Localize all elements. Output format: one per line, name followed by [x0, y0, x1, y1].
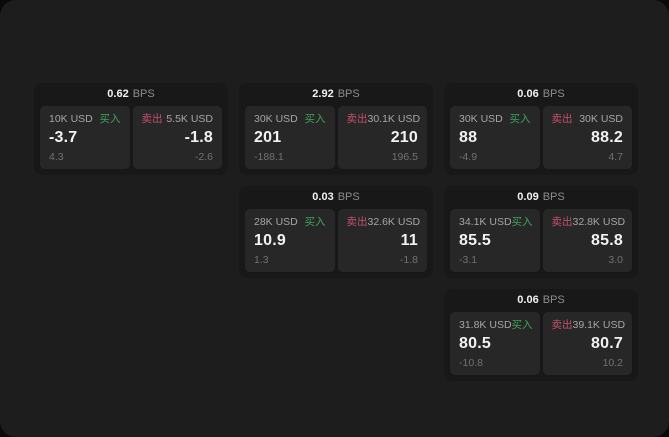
buy-side-label: 买入 [304, 113, 326, 125]
buy-amount: 10K USD [49, 113, 93, 125]
buy-panel[interactable]: 28K USD 买入 10.9 1.3 [245, 209, 335, 272]
quote-card: 0.09 BPS 34.1K USD 买入 85.5 -3.1 卖出 [444, 186, 638, 278]
buy-amount: 30K USD [459, 113, 503, 125]
sell-side-label: 卖出 [551, 113, 573, 125]
quote-board: 0.62 BPS 10K USD 买入 -3.7 4.3 卖出 [34, 83, 638, 381]
buy-delta: -10.8 [459, 356, 483, 369]
quote-card: 0.06 BPS 31.8K USD 买入 80.5 -10.8 卖 [444, 289, 638, 381]
spread-unit: BPS [337, 191, 360, 203]
buy-amount: 28K USD [254, 216, 298, 228]
sell-amount: 30.1K USD [367, 113, 421, 125]
sell-side-label: 卖出 [551, 319, 573, 331]
buy-panel[interactable]: 30K USD 买入 201 -188.1 [245, 106, 335, 169]
column-1: 0.62 BPS 10K USD 买入 -3.7 4.3 卖出 [34, 83, 228, 175]
buy-delta: 1.3 [254, 253, 269, 266]
buy-amount: 31.8K USD [459, 319, 512, 331]
buy-delta: -3.1 [459, 253, 478, 266]
spread-value: 0.06 [517, 294, 539, 306]
buy-amount: 34.1K USD [459, 216, 512, 228]
sell-delta: -1.8 [399, 253, 418, 266]
column-3: 0.06 BPS 30K USD 买入 88 -4.9 卖出 [444, 83, 638, 381]
buy-price: 85.5 [459, 232, 491, 249]
spread-value: 2.92 [312, 88, 334, 100]
sell-amount: 32.8K USD [572, 216, 626, 228]
spread-header: 0.62 BPS [40, 83, 222, 106]
sell-amount: 32.6K USD [367, 216, 421, 228]
buy-price: 88 [459, 129, 478, 146]
spread-header: 0.06 BPS [450, 83, 632, 106]
spread-header: 2.92 BPS [245, 83, 427, 106]
spread-unit: BPS [542, 191, 565, 203]
spread-unit: BPS [337, 88, 360, 100]
spread-header: 0.06 BPS [450, 289, 632, 312]
spread-value: 0.06 [517, 88, 539, 100]
sell-price: 85.8 [591, 232, 623, 249]
buy-panel[interactable]: 30K USD 买入 88 -4.9 [450, 106, 540, 169]
spread-header: 0.09 BPS [450, 186, 632, 209]
sell-side-label: 卖出 [551, 216, 573, 228]
sell-delta: 196.5 [391, 150, 418, 163]
buy-price: 10.9 [254, 232, 286, 249]
quote-card: 0.62 BPS 10K USD 买入 -3.7 4.3 卖出 [34, 83, 228, 175]
sell-side-label: 卖出 [141, 113, 163, 125]
spread-header: 0.03 BPS [245, 186, 427, 209]
quote-panels: 10K USD 买入 -3.7 4.3 卖出 5.5K USD -1.8 -2.… [40, 106, 222, 169]
spread-unit: BPS [132, 88, 155, 100]
spread-unit: BPS [542, 88, 565, 100]
buy-price: 201 [254, 129, 282, 146]
quote-panels: 30K USD 买入 88 -4.9 卖出 30K USD 88.2 4.7 [450, 106, 632, 169]
buy-panel[interactable]: 34.1K USD 买入 85.5 -3.1 [450, 209, 540, 272]
sell-amount: 5.5K USD [166, 113, 213, 125]
buy-side-label: 买入 [304, 216, 326, 228]
sell-panel[interactable]: 卖出 32.6K USD 11 -1.8 [337, 209, 427, 272]
sell-panel[interactable]: 卖出 30K USD 88.2 4.7 [542, 106, 632, 169]
quote-card: 0.03 BPS 28K USD 买入 10.9 1.3 卖出 [239, 186, 433, 278]
buy-panel[interactable]: 10K USD 买入 -3.7 4.3 [40, 106, 130, 169]
column-2: 2.92 BPS 30K USD 买入 201 -188.1 卖出 [239, 83, 433, 278]
sell-price: 80.7 [591, 335, 623, 352]
buy-side-label: 买入 [511, 216, 533, 228]
spread-value: 0.03 [312, 191, 334, 203]
buy-price: 80.5 [459, 335, 491, 352]
spread-value: 0.62 [107, 88, 129, 100]
sell-price: 11 [400, 232, 418, 249]
sell-price: -1.8 [184, 129, 213, 146]
quote-panels: 30K USD 买入 201 -188.1 卖出 30.1K USD 210 1… [245, 106, 427, 169]
buy-side-label: 买入 [509, 113, 531, 125]
sell-panel[interactable]: 卖出 30.1K USD 210 196.5 [337, 106, 427, 169]
sell-delta: 10.2 [602, 356, 623, 369]
sell-delta: -2.6 [194, 150, 213, 163]
buy-panel[interactable]: 31.8K USD 买入 80.5 -10.8 [450, 312, 540, 375]
sell-delta: 3.0 [608, 253, 623, 266]
quote-panels: 31.8K USD 买入 80.5 -10.8 卖出 39.1K USD 80.… [450, 312, 632, 375]
sell-side-label: 卖出 [346, 216, 368, 228]
buy-delta: 4.3 [49, 150, 64, 163]
buy-side-label: 买入 [99, 113, 121, 125]
sell-panel[interactable]: 卖出 5.5K USD -1.8 -2.6 [132, 106, 222, 169]
quote-panels: 28K USD 买入 10.9 1.3 卖出 32.6K USD 11 -1.8 [245, 209, 427, 272]
sell-side-label: 卖出 [346, 113, 368, 125]
sell-panel[interactable]: 卖出 32.8K USD 85.8 3.0 [542, 209, 632, 272]
sell-amount: 39.1K USD [572, 319, 626, 331]
quote-card: 2.92 BPS 30K USD 买入 201 -188.1 卖出 [239, 83, 433, 175]
sell-price: 210 [390, 129, 418, 146]
buy-amount: 30K USD [254, 113, 298, 125]
buy-side-label: 买入 [511, 319, 533, 331]
spread-unit: BPS [542, 294, 565, 306]
sell-delta: 4.7 [608, 150, 623, 163]
buy-price: -3.7 [49, 129, 78, 146]
sell-amount: 30K USD [579, 113, 623, 125]
quote-panels: 34.1K USD 买入 85.5 -3.1 卖出 32.8K USD 85.8… [450, 209, 632, 272]
spread-value: 0.09 [517, 191, 539, 203]
sell-panel[interactable]: 卖出 39.1K USD 80.7 10.2 [542, 312, 632, 375]
sell-price: 88.2 [591, 129, 623, 146]
buy-delta: -4.9 [459, 150, 478, 163]
quote-card: 0.06 BPS 30K USD 买入 88 -4.9 卖出 [444, 83, 638, 175]
buy-delta: -188.1 [254, 150, 284, 163]
